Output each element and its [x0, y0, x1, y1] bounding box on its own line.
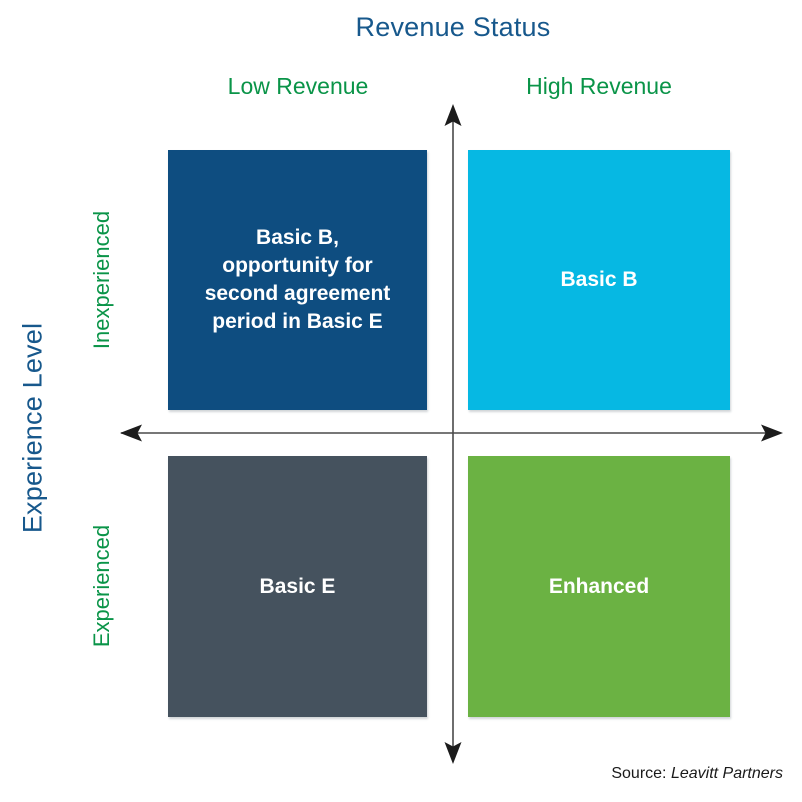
row-label-experienced: Experienced [89, 524, 114, 648]
source-prefix: Source: [611, 765, 671, 782]
quadrant-bottom-right: Enhanced [468, 456, 730, 717]
quadrant-top-right: Basic B [468, 150, 730, 410]
source-note: Source: Leavitt Partners [611, 765, 783, 783]
quadrant-top-right-label: Basic B [560, 268, 638, 291]
y-axis-title: Experience Level [17, 322, 48, 534]
source-attribution: Leavitt Partners [670, 765, 783, 782]
quadrant-top-left-label: Basic B, opportunity for second agreemen… [204, 226, 391, 333]
x-axis-arrow-left-icon [120, 424, 142, 442]
x-axis-title: Revenue Status [355, 12, 551, 42]
quadrant-top-left: Basic B, opportunity for second agreemen… [168, 150, 427, 410]
quadrant-bottom-right-label: Enhanced [548, 574, 650, 598]
column-label-low-revenue: Low Revenue [227, 73, 369, 99]
row-label-inexperienced: Inexperienced [89, 210, 114, 350]
y-axis-arrow-bottom-icon [444, 742, 462, 764]
quadrant-bottom-left: Basic E [168, 456, 427, 717]
x-axis-arrow-right-icon [761, 424, 783, 442]
quadrant-bottom-left-label: Basic E [259, 574, 336, 598]
y-axis-arrow-top-icon [444, 104, 462, 126]
column-label-high-revenue: High Revenue [526, 73, 672, 99]
